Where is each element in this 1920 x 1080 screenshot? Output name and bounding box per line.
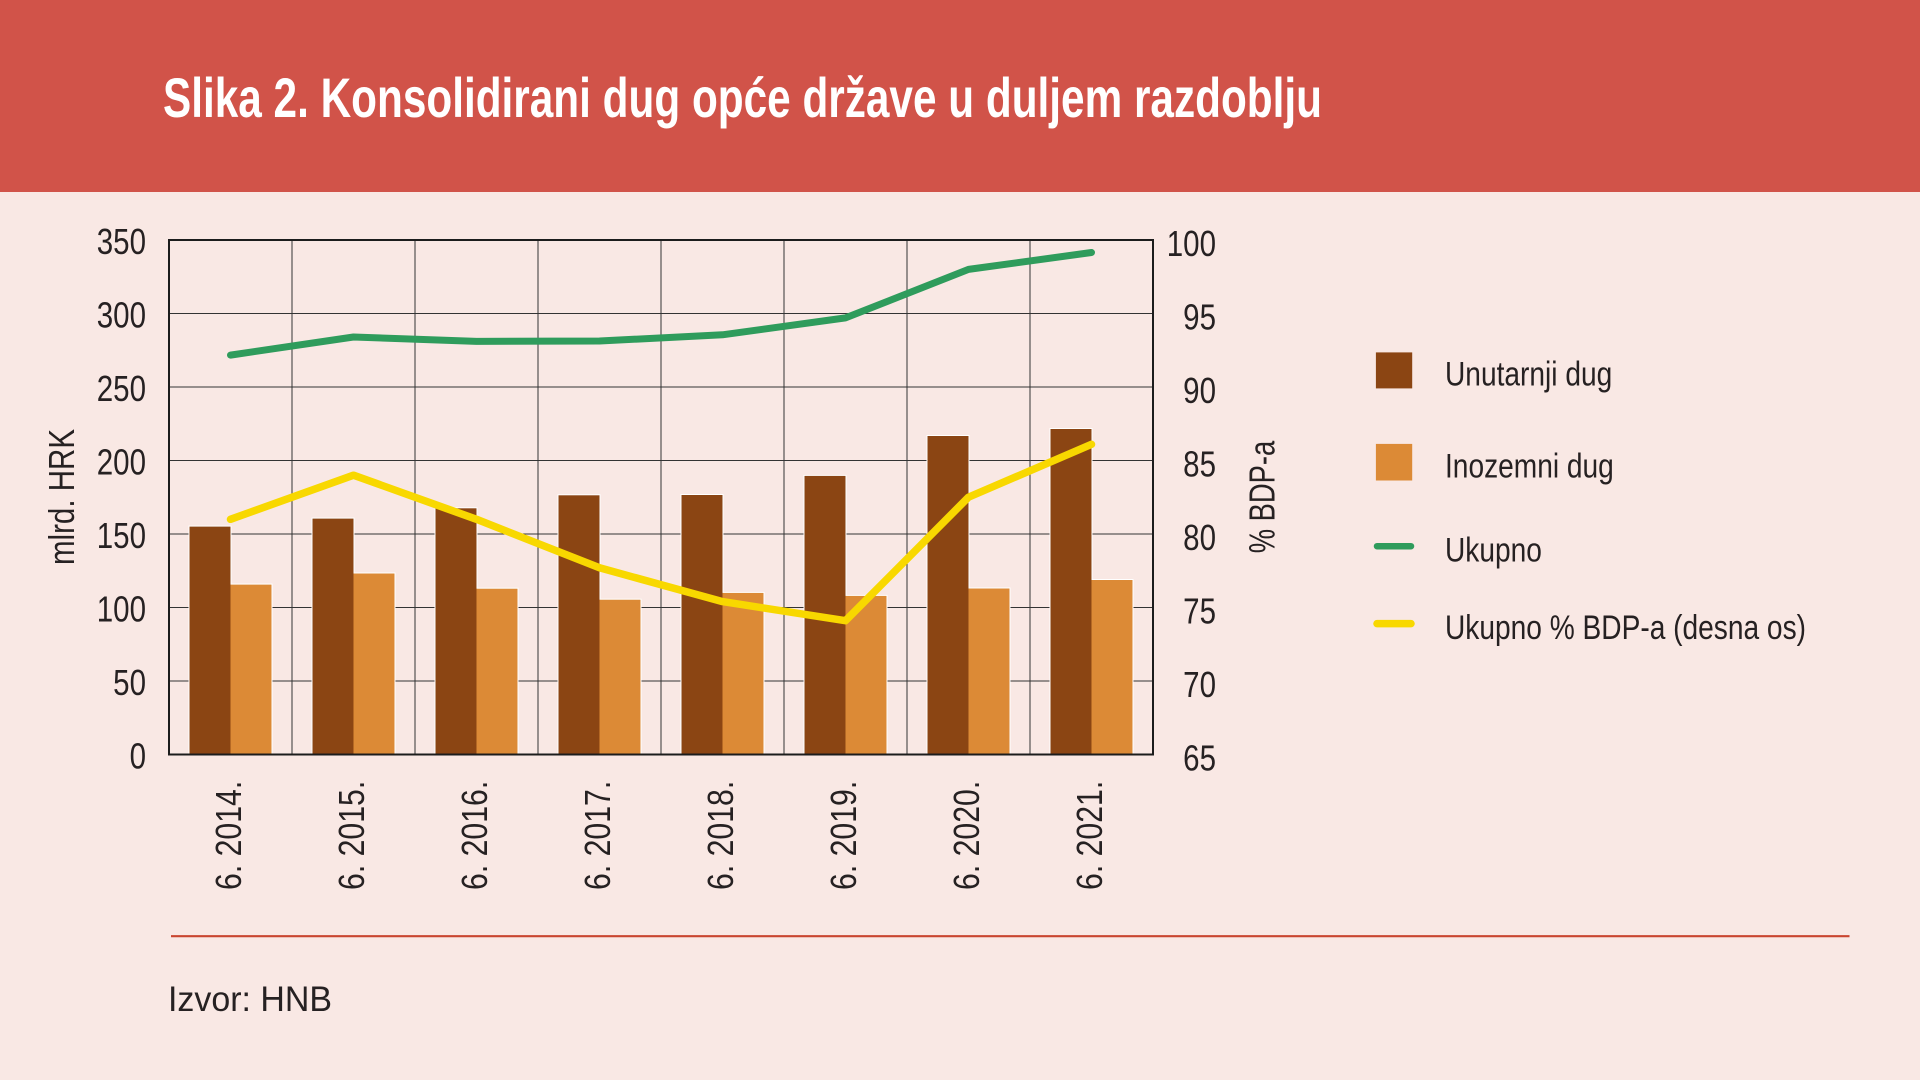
svg-text:80: 80 [1183, 517, 1216, 557]
svg-text:90: 90 [1183, 370, 1216, 410]
svg-text:6. 2017.: 6. 2017. [578, 781, 618, 890]
svg-text:95: 95 [1183, 296, 1216, 336]
svg-text:6. 2014.: 6. 2014. [209, 781, 249, 890]
svg-text:6. 2021.: 6. 2021. [1070, 781, 1110, 890]
svg-text:Ukupno: Ukupno [1445, 531, 1542, 569]
svg-text:300: 300 [97, 295, 146, 335]
svg-text:200: 200 [97, 442, 146, 482]
svg-text:50: 50 [113, 662, 146, 702]
svg-text:Inozemni dug: Inozemni dug [1445, 447, 1614, 485]
svg-text:75: 75 [1183, 590, 1216, 630]
svg-text:70: 70 [1183, 664, 1216, 704]
svg-text:6. 2018.: 6. 2018. [701, 781, 741, 890]
svg-text:85: 85 [1183, 443, 1216, 483]
svg-text:100: 100 [97, 589, 146, 629]
svg-text:% BDP-a: % BDP-a [1242, 441, 1283, 554]
svg-text:65: 65 [1183, 737, 1216, 777]
svg-text:6. 2015.: 6. 2015. [332, 781, 372, 890]
svg-text:6. 2016.: 6. 2016. [455, 781, 495, 890]
svg-text:Unutarnji dug: Unutarnji dug [1445, 355, 1612, 393]
svg-text:6. 2020.: 6. 2020. [947, 781, 987, 890]
svg-text:150: 150 [97, 515, 146, 555]
svg-text:mlrd. HRK: mlrd. HRK [41, 429, 81, 565]
svg-text:250: 250 [97, 368, 146, 408]
svg-text:Slika 2. Konsolidirani dug opć: Slika 2. Konsolidirani dug opće države u… [163, 66, 1322, 129]
svg-text:Izvor: HNB: Izvor: HNB [168, 981, 332, 1020]
svg-text:100: 100 [1167, 223, 1216, 263]
svg-text:350: 350 [97, 221, 146, 261]
svg-text:Ukupno % BDP-a (desna os): Ukupno % BDP-a (desna os) [1445, 608, 1806, 646]
svg-text:0: 0 [130, 736, 146, 776]
svg-text:6. 2019.: 6. 2019. [824, 781, 864, 890]
